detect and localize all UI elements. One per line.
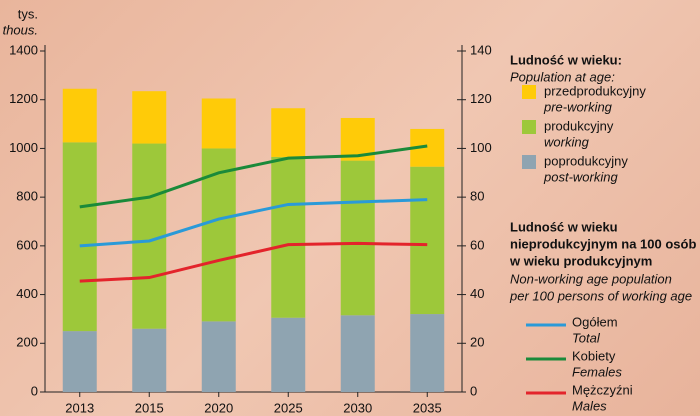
y2-tick-label: 0 [470,383,477,398]
y-unit-en: thous. [3,22,38,37]
x-tick-label: 2013 [65,400,94,415]
legend-label: produkcyjny [544,118,614,133]
legend2-subtitle: Non-working age population [510,271,672,286]
y2-tick-label: 60 [470,237,484,252]
y2-tick-label: 140 [470,42,492,57]
y-tick-label: 1000 [9,140,38,155]
legend-label: Ogółem [572,314,618,329]
legend-label: Kobiety [572,348,616,363]
y2-tick-label: 40 [470,286,484,301]
bar-segment [410,314,445,392]
legend2-title: nieprodukcyjnym na 100 osób [510,236,696,251]
y-tick-label: 200 [16,335,38,350]
bar-segment [62,331,97,392]
y2-tick-label: 80 [470,189,484,204]
bar-segment [340,315,375,392]
y2-tick-label: 100 [470,140,492,155]
legend2-subtitle: per 100 persons of working age [509,288,692,303]
legend-swatch [522,155,536,169]
y-tick-label: 600 [16,237,38,252]
bar-segment [132,328,167,392]
x-tick-label: 2015 [135,400,164,415]
legend-label-en: Total [572,330,601,345]
bar-segment [410,166,445,315]
y-tick-label: 0 [31,383,38,398]
legend-label: poprodukcyjny [544,153,628,168]
y-tick-label: 1200 [9,91,38,106]
legend-label-en: Males [572,398,607,413]
legend-subtitle: Population at age: [510,69,615,84]
x-tick-label: 2030 [343,400,372,415]
legend-label-en: post-working [543,169,618,184]
bar-segment [271,108,306,157]
bar-segment [340,160,375,316]
y-tick-label: 800 [16,189,38,204]
legend-label: Mężczyźni [572,382,633,397]
y2-tick-label: 20 [470,335,484,350]
x-tick-label: 2025 [274,400,303,415]
legend-title: Ludność w wieku: [510,52,622,67]
x-tick-label: 2035 [413,400,442,415]
line [79,144,428,209]
line [79,198,428,248]
bar-segment [271,317,306,392]
bar-segment [271,156,306,318]
x-tick-label: 2020 [204,400,233,415]
bar-segment [62,88,97,143]
line [79,241,428,283]
y2-tick-label: 120 [470,91,492,106]
bar-segment [201,321,236,392]
legend-label: przedprodukcyjny [544,83,646,98]
bar-segment [62,142,97,332]
legend-label-en: Females [572,364,622,379]
legend-swatch [522,120,536,134]
legend-label-en: pre-working [543,99,613,114]
y-tick-label: 1400 [9,42,38,57]
y-unit: tys. [18,6,38,21]
y-tick-label: 400 [16,286,38,301]
bar-segment [132,91,167,144]
legend-label-en: working [544,134,590,149]
legend2-title: Ludność w wieku [510,219,618,234]
bar-segment [201,98,236,149]
legend-swatch [522,85,536,99]
legend2-title: w wieku produkcyjnym [509,253,652,268]
